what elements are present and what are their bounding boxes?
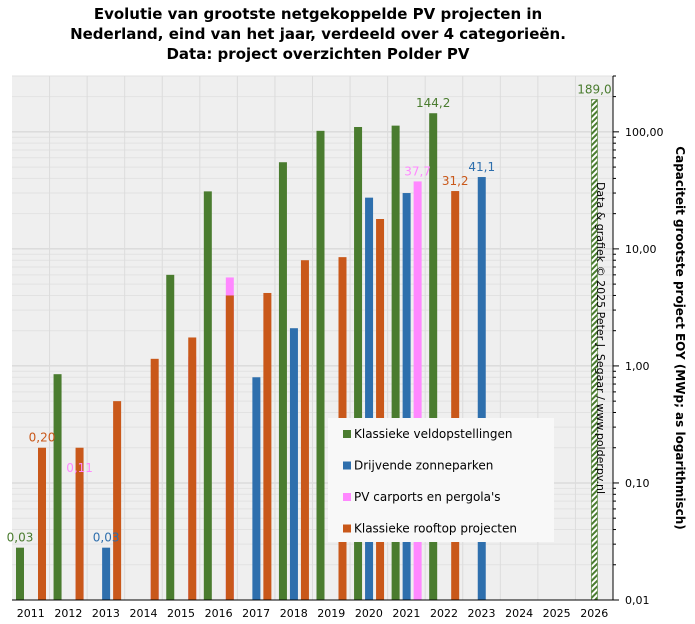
bar-klassieke-rooftop-projecten-2015 (188, 337, 197, 600)
x-tick-label: 2019 (317, 607, 345, 620)
bar-klassieke-veldopstellingen-2018 (278, 162, 287, 600)
y-tick-label: 0,10 (625, 477, 650, 490)
bar-klassieke-veldopstellingen-2021 (391, 125, 400, 600)
bar-drijvende-zonneparken-2023 (477, 177, 486, 600)
data-label-2012: 0,11 (66, 461, 93, 475)
chart-title-line-3: Data: project overzichten Polder PV (166, 45, 469, 63)
bar-klassieke-veldopstellingen-2022 (429, 113, 438, 600)
bar-klassieke-rooftop-projecten-2011 (38, 447, 46, 600)
x-tick-label: 2016 (205, 607, 233, 620)
bar-klassieke-veldopstellingen-2011 (16, 547, 24, 600)
x-tick-label: 2023 (468, 607, 496, 620)
y-tick-label: 0,01 (625, 594, 650, 607)
legend-swatch-pv-carports-en-pergola-s (343, 493, 351, 501)
bar-klassieke-rooftop-projecten-2022 (451, 191, 460, 601)
data-label-2021: 37,7 (404, 164, 431, 178)
legend: Klassieke veldopstellingen Drijvende zonn… (328, 418, 554, 542)
y-tick-label: 100,00 (625, 126, 664, 139)
chart-title-line-2: Nederland, eind van het jaar, verdeeld o… (70, 25, 566, 43)
legend-label-drijvende-zonneparken: Drijvende zonneparken (354, 459, 493, 473)
x-tick-label: 2012 (54, 607, 82, 620)
legend-swatch-drijvende-zonneparken (343, 461, 351, 470)
x-tick-label: 2020 (355, 607, 383, 620)
bar-klassieke-veldopstellingen-2016 (203, 191, 212, 600)
bar-drijvende-zonneparken-2020 (365, 197, 374, 601)
bar-klassieke-veldopstellingen-2012 (53, 374, 62, 600)
x-tick-label: 2017 (242, 607, 270, 620)
x-tick-label: 2026 (580, 607, 608, 620)
bar-klassieke-rooftop-projecten-2017 (263, 292, 272, 600)
x-tick-label: 2013 (92, 607, 120, 620)
bar-klassieke-rooftop-projecten-2016 (225, 295, 234, 600)
bar-drijvende-zonneparken-2021 (402, 193, 411, 600)
legend-swatch-klassieke-rooftop-projecten (343, 524, 351, 533)
bar-layer (16, 99, 598, 601)
data-label-2011: 0,03 (7, 531, 34, 545)
bar-klassieke-veldopstellingen-2015 (166, 274, 175, 600)
x-tick-label: 2022 (430, 607, 458, 620)
bar-klassieke-rooftop-projecten-2012 (75, 447, 84, 600)
data-label-2022: 144,2 (416, 96, 450, 110)
bar-klassieke-rooftop-projecten-2013 (113, 401, 122, 600)
bar-klassieke-rooftop-projecten-2014 (150, 358, 159, 600)
bar-drijvende-zonneparken-2018 (289, 328, 298, 600)
x-tick-label: 2024 (505, 607, 533, 620)
x-tick-label: 2018 (280, 607, 308, 620)
bar-pv-carports-en-pergola-s-2021 (413, 181, 422, 600)
legend-swatch-klassieke-veldopstellingen (343, 430, 351, 438)
legend-label-klassieke-rooftop-projecten: Klassieke rooftop projecten (354, 522, 517, 536)
data-label-2011: 0,20 (29, 431, 56, 445)
data-label-extra-2026: 189,0 (577, 82, 611, 96)
credit-text: Data & grafiek © 2025 Peter J. Segaar / … (594, 182, 607, 494)
y-axis-ticks: 0,01 0,10 1,00 10,00 100,00 (625, 126, 664, 607)
legend-label-pv-carports-en-pergola-s: PV carports en pergola's (354, 490, 501, 504)
data-label-2023: 41,1 (468, 160, 495, 174)
bar-klassieke-veldopstellingen-2019 (316, 130, 325, 601)
data-label-2013: 0,03 (93, 531, 120, 545)
x-tick-label: 2015 (167, 607, 195, 620)
legend-box (328, 418, 554, 542)
bar-drijvende-zonneparken-2013 (102, 547, 111, 600)
bar-klassieke-rooftop-projecten-2020 (376, 219, 385, 600)
legend-items: Klassieke veldopstellingen Drijvende zonn… (343, 427, 517, 536)
bar-klassieke-rooftop-projecten-2018 (300, 260, 309, 600)
data-label-2022: 31,2 (442, 174, 469, 188)
x-tick-label: 2021 (392, 607, 420, 620)
x-tick-label: 2014 (129, 607, 157, 620)
x-tick-label: 2011 (17, 607, 45, 620)
chart-title-line-1: Evolutie van grootste netgekoppelde PV p… (94, 5, 542, 23)
y-tick-label: 10,00 (625, 243, 657, 256)
label-layer: 0,03 0,20 0,11 0,03 37,7 144,2 31,241,1 189,0 (7, 82, 612, 544)
bar-drijvende-zonneparken-2017 (252, 377, 261, 600)
legend-label-klassieke-veldopstellingen: Klassieke veldopstellingen (354, 427, 512, 441)
x-tick-label: 2025 (543, 607, 571, 620)
y-tick-label: 1,00 (625, 360, 650, 373)
y-axis-label: Capaciteit grootste project EOY (MWp; as… (673, 146, 687, 529)
x-axis-ticks: 2011 2012 2013 2014 2015 2016 2017 2018 2019 2020… (17, 607, 608, 620)
bar-klassieke-veldopstellingen-2020 (354, 126, 363, 601)
